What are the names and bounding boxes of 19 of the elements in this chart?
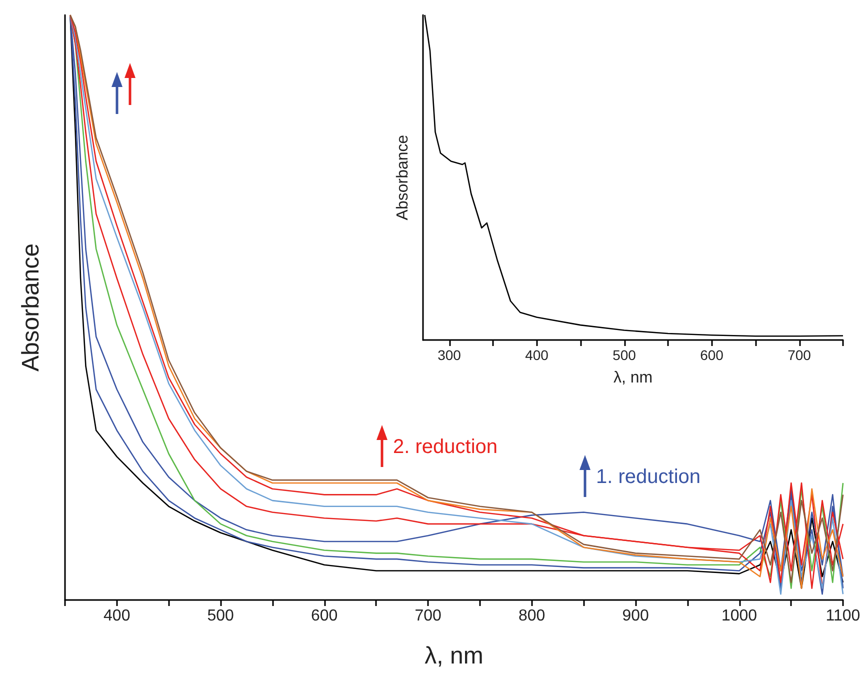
x-tick-label: 700 [788, 347, 812, 363]
x-tick-label: 800 [518, 608, 546, 624]
x-tick-label: 400 [525, 347, 549, 363]
x-tick-label: 1000 [721, 608, 758, 624]
x-tick-label: 600 [700, 347, 724, 363]
x-tick-label: 600 [310, 608, 338, 624]
x-tick-label: 400 [104, 608, 130, 624]
y-axis-title: Absorbance [18, 243, 44, 372]
x-axis-title: λ, nm [424, 642, 484, 670]
x-tick-label: 900 [622, 608, 649, 624]
x-tick-label: 500 [612, 347, 636, 363]
x-tick-label: 700 [414, 608, 442, 624]
annotation: 1. reduction [596, 466, 701, 488]
x-tick-label: 300 [438, 347, 462, 363]
y-axis-title: Absorbance [394, 134, 412, 220]
annotation: 2. reduction [393, 436, 498, 458]
x-axis-title: λ, nm [613, 370, 653, 386]
x-tick-label: 1100 [826, 608, 860, 624]
x-tick-label: 500 [207, 608, 234, 624]
